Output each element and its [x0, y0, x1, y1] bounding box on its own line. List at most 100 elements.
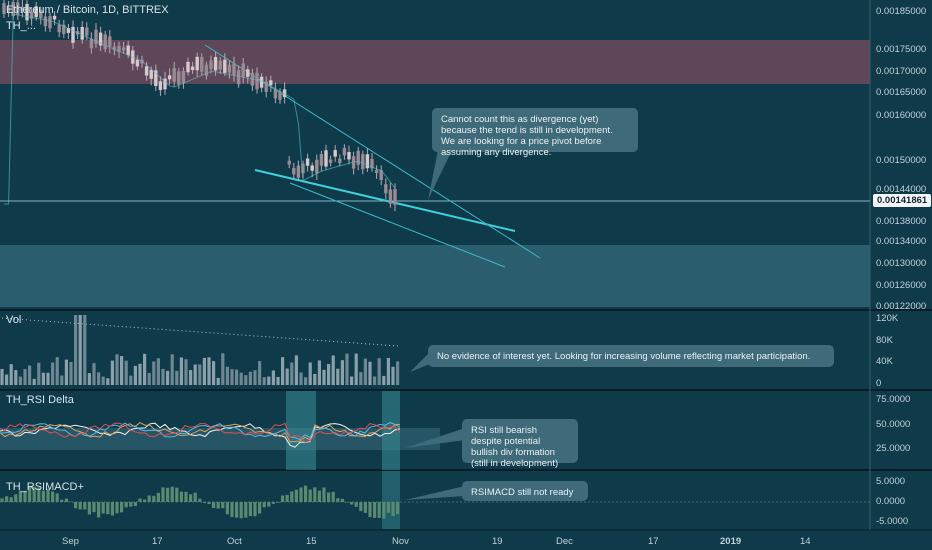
price-tick: 0.00130000	[876, 258, 927, 269]
rsimacd-bar	[216, 502, 220, 509]
rsimacd-bar	[317, 490, 321, 502]
candle-body	[158, 81, 163, 91]
indicator-overlay-label[interactable]: TH_...	[6, 20, 36, 32]
rsimacd-bar	[308, 489, 312, 502]
volume-bar	[124, 360, 128, 385]
volume-bar	[258, 361, 262, 385]
rsimacd-annotation-callout[interactable]: RSIMACD still not ready	[462, 481, 588, 501]
rsimacd-bar	[207, 502, 211, 505]
rsimacd-bar	[9, 497, 13, 502]
candle-body	[255, 72, 259, 90]
rsimacd-bar	[41, 490, 45, 502]
volume-bar	[83, 315, 87, 385]
price-annotation-callout[interactable]: Cannot count this as divergence (yet) be…	[432, 108, 638, 158]
candle-body	[241, 63, 245, 77]
rsimacd-pane-label[interactable]: TH_RSIMACD+	[6, 481, 84, 493]
rsimacd-bar	[294, 489, 298, 502]
volume-bar	[189, 370, 193, 385]
volume-bar	[340, 360, 344, 385]
rsimacd-bar	[83, 502, 87, 510]
volume-pane-label[interactable]: Vol	[6, 314, 22, 326]
candle-body	[287, 160, 291, 165]
rsimacd-tick: 0.0000	[876, 496, 906, 507]
price-tick: 0.00138000	[876, 216, 927, 227]
rsimacd-bar	[115, 502, 119, 514]
volume-bar	[276, 376, 280, 385]
rsimacd-bar	[138, 498, 142, 502]
volume-bar	[179, 357, 183, 385]
time-tick: 2019	[720, 536, 742, 547]
rsimacd-bar	[5, 496, 9, 502]
candle-body	[388, 189, 393, 204]
symbol-title[interactable]: Ethereum / Bitcoin, 1D, BITTREX	[6, 4, 169, 16]
volume-bar	[336, 368, 340, 385]
candle-body	[181, 70, 186, 84]
rsimacd-bar	[253, 502, 257, 517]
volume-bar	[368, 361, 372, 385]
rsimacd-bar	[281, 495, 285, 502]
rsi-pane-label[interactable]: TH_RSI Delta	[6, 394, 74, 406]
volume-bar	[248, 371, 252, 385]
volume-bar	[32, 378, 36, 385]
rsimacd-tick: -5.0000	[876, 516, 909, 527]
support-zone	[0, 245, 870, 307]
volume-bar	[101, 376, 105, 385]
volume-bar	[396, 361, 400, 385]
rsimacd-bar	[175, 487, 179, 502]
rsimacd-bar	[37, 487, 41, 502]
volume-bar	[235, 369, 239, 385]
candle-body	[80, 27, 84, 40]
candle-body	[384, 184, 388, 194]
rsimacd-bar	[354, 502, 358, 507]
candle-body	[379, 170, 383, 181]
rsimacd-bar	[239, 502, 243, 519]
rsimacd-bar	[391, 502, 395, 516]
price-tick: 0.00126000	[876, 280, 927, 291]
price-callout-pointer	[428, 150, 452, 200]
rsimacd-bar	[124, 502, 128, 508]
rsimacd-bar	[345, 502, 349, 503]
volume-bar	[156, 358, 160, 385]
candle-body	[66, 28, 71, 33]
candle-body	[361, 154, 365, 170]
rsimacd-bar	[64, 498, 68, 502]
volume-bar	[55, 357, 59, 385]
candle-body	[292, 167, 296, 175]
rsimacd-bar	[258, 502, 262, 514]
candle-body	[2, 3, 6, 15]
candle-body	[301, 163, 305, 174]
volume-bar	[391, 366, 395, 385]
rsimacd-bar	[28, 486, 32, 502]
candle-body	[227, 64, 232, 73]
volume-bar	[41, 372, 45, 385]
rsimacd-bar	[313, 487, 317, 502]
candle-body	[204, 64, 209, 76]
volume-bar	[78, 315, 82, 385]
candle-body	[305, 158, 310, 166]
candle-body	[39, 9, 43, 18]
time-tick: 15	[306, 536, 317, 547]
volume-bar	[382, 375, 386, 385]
volume-annotation-callout[interactable]: No evidence of interest yet. Looking for…	[428, 345, 834, 367]
time-tick: 14	[800, 536, 811, 547]
channel-lower-line[interactable]	[289, 182, 506, 268]
rsimacd-bar	[193, 492, 197, 502]
candle-body	[195, 56, 199, 71]
rsimacd-bar	[55, 493, 59, 502]
candle-body	[112, 46, 117, 51]
candle-body	[209, 60, 213, 70]
price-tick: 0.00175000	[876, 44, 927, 55]
rsi-annotation-callout[interactable]: RSI still bearish despite potential bull…	[462, 419, 578, 469]
volume-bar	[331, 355, 335, 385]
rsimacd-bar	[23, 490, 27, 502]
volume-bar	[166, 370, 170, 385]
price-tick: 0.00134000	[876, 236, 927, 247]
price-tick: 0.00165000	[876, 87, 927, 98]
volume-bar	[322, 369, 326, 385]
candle-body	[223, 59, 227, 73]
rsimacd-bar	[386, 502, 390, 513]
time-tick: Nov	[392, 536, 409, 547]
volume-bar	[0, 369, 4, 385]
